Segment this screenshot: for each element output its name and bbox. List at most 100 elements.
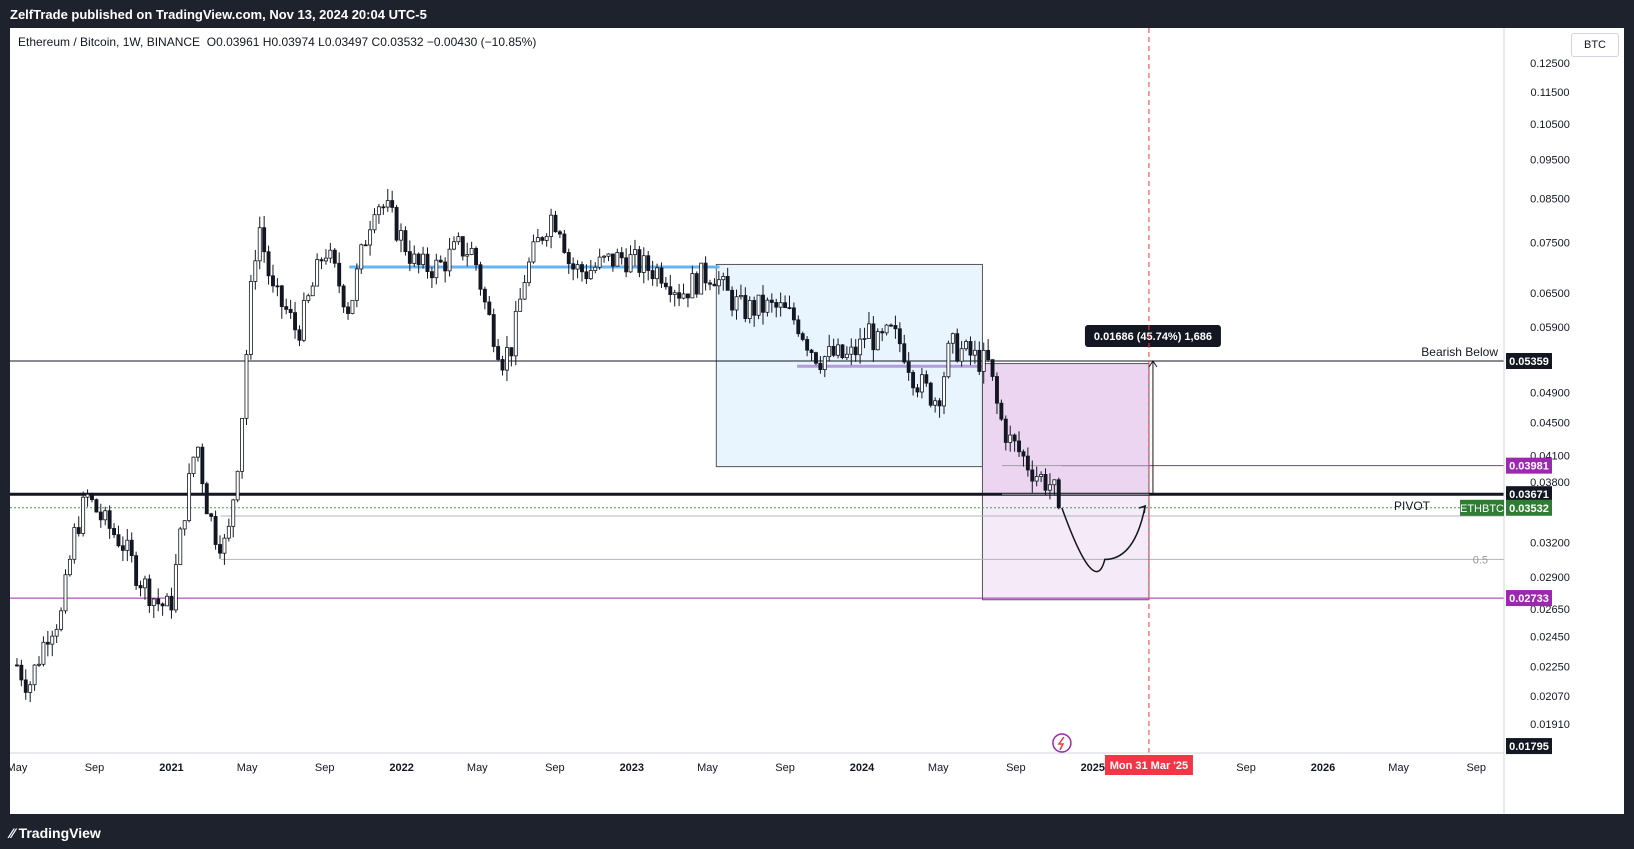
- candle-208: [933, 397, 938, 413]
- candle-79: [363, 240, 368, 247]
- candle-body: [597, 256, 602, 268]
- candle-body: [933, 400, 938, 406]
- candle-body: [257, 227, 262, 262]
- candle-190: [853, 339, 858, 362]
- candle-53: [248, 274, 253, 360]
- candle-body: [482, 288, 487, 303]
- candle-181: [814, 351, 818, 366]
- candle-body: [81, 496, 86, 534]
- candle-82: [376, 203, 381, 224]
- symbol-name: Ethereum / Bitcoin, 1W, BINANCE: [18, 35, 201, 49]
- candle-body: [244, 354, 249, 419]
- candle-body: [385, 200, 390, 208]
- candle-160: [721, 272, 726, 291]
- candle-17: [90, 492, 94, 503]
- chart-frame[interactable]: 0.01686 (45.74%) 1,686 Bearish Below PIVOT…: [10, 28, 1624, 814]
- candle-body: [756, 294, 761, 316]
- candle-13: [72, 523, 77, 564]
- candle-body: [672, 292, 677, 295]
- price-chart[interactable]: 0.01686 (45.74%) 1,686 Bearish Below PIVOT…: [10, 28, 1624, 814]
- candle-57: [266, 245, 271, 285]
- time-tick-label-6: May: [467, 762, 488, 774]
- candle-body: [716, 279, 721, 287]
- candle-body: [836, 344, 840, 356]
- candle-body: [54, 628, 59, 637]
- candle-120: [544, 233, 549, 247]
- candle-227: [1017, 431, 1021, 457]
- candle-body: [893, 325, 898, 330]
- candle-body: [995, 376, 999, 404]
- candle-body: [822, 356, 827, 371]
- candle-body: [487, 301, 492, 315]
- candle-180: [809, 348, 814, 362]
- candle-77: [354, 263, 359, 308]
- candle-199: [893, 315, 898, 339]
- candle-220: [986, 339, 991, 362]
- candle-26: [129, 532, 134, 563]
- candle-156: [703, 256, 708, 291]
- candle-body: [76, 527, 81, 534]
- candle-body: [390, 200, 395, 208]
- candle-29: [143, 575, 147, 600]
- candle-body: [209, 513, 214, 517]
- candle-23: [116, 525, 121, 548]
- candle-101: [460, 235, 465, 261]
- candle-109: [496, 338, 501, 361]
- candle-body: [32, 664, 37, 686]
- lightning-icon-circle: [1052, 733, 1072, 753]
- candle-body: [981, 349, 986, 372]
- candle-body: [368, 229, 373, 246]
- candle-193: [866, 311, 871, 339]
- candle-43: [204, 481, 209, 515]
- candle-body: [421, 253, 426, 265]
- candle-body: [853, 346, 858, 356]
- level-label-bearish: Bearish Below: [1421, 345, 1498, 359]
- candle-6: [41, 636, 46, 667]
- candle-92: [421, 246, 426, 269]
- candle-body: [248, 281, 253, 355]
- candle-116: [527, 257, 531, 287]
- candle-129: [584, 264, 589, 285]
- candle-174: [783, 295, 788, 309]
- candle-body: [549, 214, 554, 237]
- candle-body: [1012, 434, 1017, 442]
- symbol-tag: ETHBTC: [1460, 503, 1504, 515]
- candle-body: [712, 283, 717, 287]
- candle-135: [610, 253, 615, 272]
- candle-body: [1017, 440, 1021, 453]
- candle-173: [778, 292, 783, 317]
- candle-66: [306, 293, 311, 303]
- candle-body: [134, 555, 139, 586]
- candle-114: [518, 288, 523, 312]
- price-label-box-4: [1506, 499, 1552, 516]
- candle-206: [924, 370, 929, 387]
- candle-body: [513, 310, 518, 357]
- candle-body: [778, 302, 783, 308]
- candle-body: [641, 255, 646, 273]
- candle-189: [849, 338, 854, 366]
- candle-97: [443, 257, 448, 283]
- candle-body: [681, 293, 686, 299]
- time-tick-label-7: Sep: [545, 762, 565, 774]
- time-tick-label-9: May: [697, 762, 718, 774]
- candle-183: [822, 355, 827, 378]
- candle-body: [195, 446, 200, 458]
- candle-164: [738, 284, 743, 300]
- time-tick-label-10: Sep: [775, 762, 795, 774]
- candle-body: [1008, 434, 1013, 443]
- candle-body: [319, 259, 324, 262]
- candle-body: [1052, 479, 1057, 486]
- candle-body: [98, 511, 103, 521]
- candle-233: [1043, 468, 1048, 496]
- candle-body: [187, 473, 192, 522]
- candle-body: [50, 635, 55, 645]
- candle-body: [902, 343, 907, 363]
- candle-body: [235, 470, 240, 501]
- candle-body: [580, 264, 584, 273]
- candle-192: [862, 327, 867, 349]
- currency-scale-button[interactable]: BTC: [1571, 33, 1619, 57]
- candle-81: [372, 208, 377, 234]
- price-tick-label-18: 0.01910: [1530, 719, 1570, 731]
- time-tick-label-17: May: [1388, 762, 1409, 774]
- candle-body: [562, 233, 567, 253]
